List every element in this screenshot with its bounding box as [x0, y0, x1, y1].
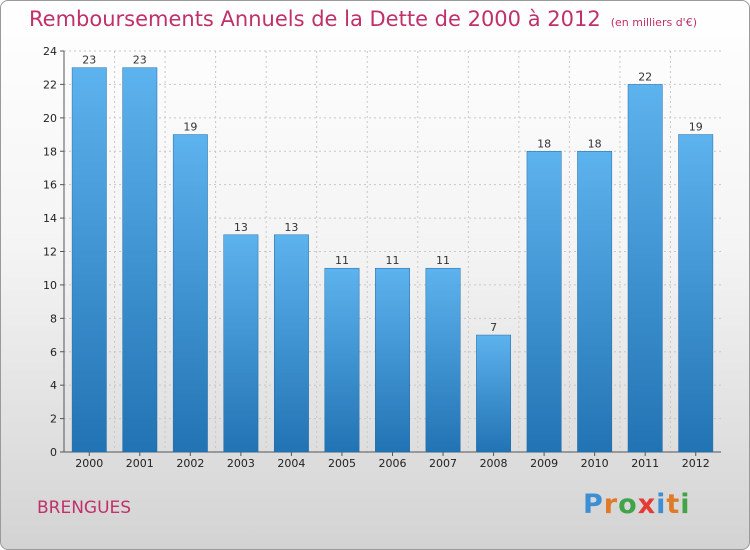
bar-2000	[71, 67, 107, 453]
data-label: 19	[183, 121, 197, 134]
bar-2012	[678, 134, 714, 453]
bar-2002	[172, 134, 208, 453]
data-labels: 23 23 19 13 13 11 11 11 7 18 18 22 19	[82, 54, 702, 334]
bar-2011	[627, 84, 663, 453]
logo-letter: i	[656, 489, 667, 520]
data-label: 13	[234, 221, 248, 234]
y-tick-label: 0	[50, 446, 57, 459]
y-tick-label: 10	[43, 279, 57, 292]
x-tick-label: 2006	[379, 457, 407, 470]
data-label: 11	[436, 254, 450, 267]
commune-name: BRENGUES	[37, 498, 132, 518]
bar-2003	[223, 234, 259, 453]
bar-2008	[476, 334, 512, 453]
y-tick-label: 8	[50, 312, 57, 325]
logo-letter: r	[603, 489, 619, 520]
data-label: 22	[638, 70, 652, 83]
x-tick-label: 2011	[631, 457, 659, 470]
data-label: 11	[335, 254, 349, 267]
data-label: 13	[284, 221, 298, 234]
x-tick-label: 2001	[126, 457, 154, 470]
y-tick-label: 24	[43, 45, 57, 58]
bar-2009	[526, 151, 562, 453]
x-tick-label: 2003	[227, 457, 255, 470]
y-tick-label: 12	[43, 246, 57, 259]
unit-text: (en milliers d'€)	[610, 16, 697, 29]
data-label: 18	[537, 137, 551, 150]
y-tick-label: 16	[43, 179, 57, 192]
data-label: 19	[689, 121, 703, 134]
title-text: Remboursements Annuels de la Dette de 20…	[29, 7, 601, 31]
x-tick-label: 2008	[480, 457, 508, 470]
logo-letter: o	[618, 489, 638, 520]
x-tick-label: 2009	[530, 457, 558, 470]
data-label: 18	[588, 137, 602, 150]
bars	[71, 67, 714, 453]
bar-2006	[375, 267, 410, 453]
y-tick-label: 22	[43, 78, 57, 91]
x-tick-label: 2007	[429, 457, 457, 470]
x-tick-label: 2012	[682, 457, 710, 470]
bar-2007	[425, 267, 461, 453]
bar-2004	[273, 234, 309, 453]
x-tick-label: 2002	[176, 457, 204, 470]
grid-lines	[64, 50, 721, 452]
y-tick-label: 20	[43, 112, 57, 125]
x-tick-label: 2010	[581, 457, 609, 470]
logo-letter: t	[666, 489, 681, 520]
data-label: 23	[133, 54, 147, 67]
x-tick-label: 2000	[75, 457, 103, 470]
x-tick-label: 2004	[277, 457, 305, 470]
chart-title: Remboursements Annuels de la Dette de 20…	[29, 7, 697, 31]
y-tick-label: 4	[50, 379, 57, 392]
logo-letter: P	[583, 489, 604, 520]
y-tick-label: 6	[50, 346, 57, 359]
x-tick-label: 2005	[328, 457, 356, 470]
bar-2010	[577, 151, 613, 453]
bar-2001	[122, 67, 158, 453]
bar-2005	[324, 267, 360, 453]
proxiti-logo: Proxiti	[583, 489, 691, 520]
logo-letter: x	[637, 489, 657, 520]
logo-letter: i	[680, 489, 691, 520]
data-label: 7	[490, 321, 497, 334]
data-label: 23	[82, 54, 96, 67]
y-tick-label: 18	[43, 145, 57, 158]
y-tick-label: 14	[43, 212, 57, 225]
data-label: 11	[386, 254, 400, 267]
y-tick-label: 2	[50, 413, 57, 426]
